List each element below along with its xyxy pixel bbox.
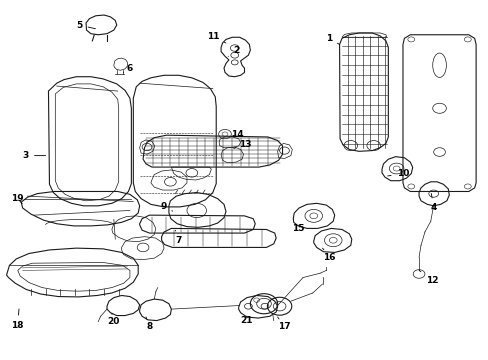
Text: 5: 5 <box>76 21 95 30</box>
Text: 20: 20 <box>107 314 119 326</box>
Text: 6: 6 <box>123 64 132 73</box>
Text: 13: 13 <box>233 140 251 149</box>
Text: 4: 4 <box>430 193 436 212</box>
Text: 19: 19 <box>11 194 24 204</box>
Text: 14: 14 <box>230 130 243 139</box>
Text: 10: 10 <box>387 169 408 178</box>
Text: 3: 3 <box>22 151 45 160</box>
Text: 18: 18 <box>11 309 24 330</box>
Text: 16: 16 <box>322 248 335 262</box>
Text: 15: 15 <box>292 224 304 233</box>
Text: 12: 12 <box>418 270 438 285</box>
Text: 1: 1 <box>325 34 339 44</box>
Text: 2: 2 <box>228 46 239 57</box>
Text: 17: 17 <box>277 317 290 331</box>
Text: 11: 11 <box>206 32 225 43</box>
Text: 7: 7 <box>175 230 181 246</box>
Text: 9: 9 <box>160 202 172 211</box>
Text: 8: 8 <box>146 317 152 331</box>
Text: 21: 21 <box>240 316 253 325</box>
